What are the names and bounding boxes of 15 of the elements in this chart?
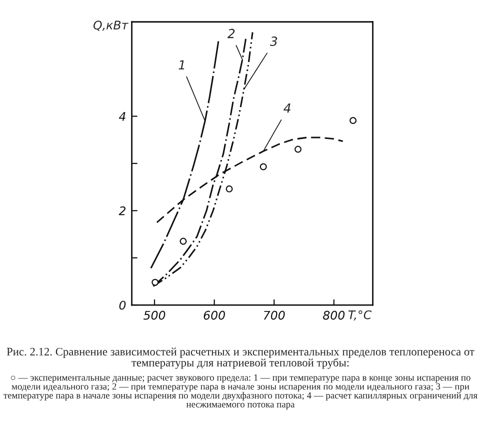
annotation: 4 xyxy=(284,104,290,113)
y-tick-label: 0 xyxy=(119,300,126,310)
annotation: 1 xyxy=(178,60,184,70)
x-tick-label: 800 xyxy=(323,310,345,320)
annotation: 3 xyxy=(270,36,278,46)
text: Рис. 2.12. Сравнение зависимостей расчетных и экспериментальных пределов теплопереноса от температуры для натриевой тепловой трубы: xyxy=(6,348,474,369)
y-tick-label: 4 xyxy=(118,112,126,121)
annotation: 2 xyxy=(227,28,235,38)
x-axis-title: T,°C xyxy=(348,310,372,320)
x-tick-label: 500 xyxy=(143,310,166,320)
y-tick-label: 2 xyxy=(118,206,126,216)
text: ○ — экспериментальные данные; расчет звукового предела: 1 — при температуре пара в конце зоны испарения по модели идеального газа; 2 — при температуре пара в начале зоны испарения по модели идеального газа; 3 — при температуре пара в начале зоны испарения по модели двухфазного потока; 4 — расчет капиллярных ограничений для несжимаемого потока пара xyxy=(4,374,478,410)
y-axis-title: Q,кВт xyxy=(94,20,128,31)
x-tick-label: 700 xyxy=(264,310,285,320)
x-tick-label: 600 xyxy=(204,310,225,320)
